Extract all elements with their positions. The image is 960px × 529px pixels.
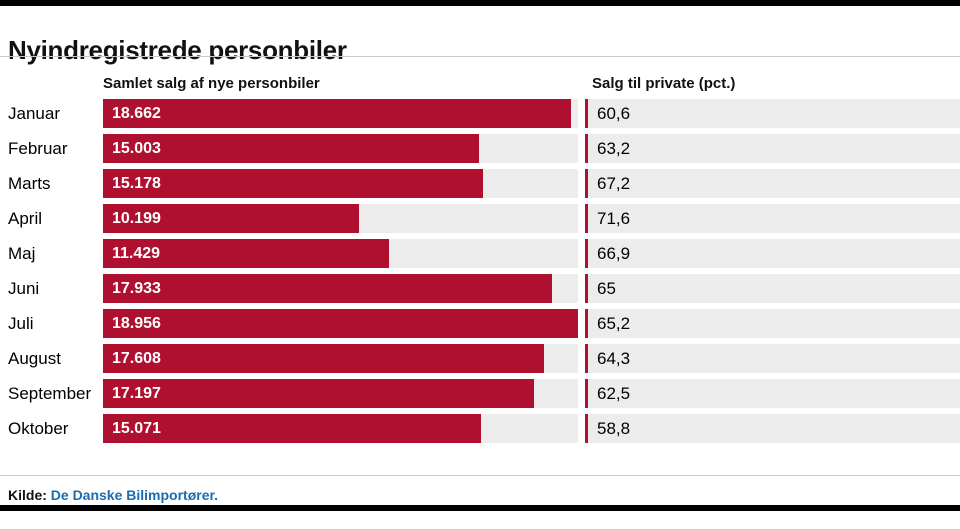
- bar: 17.197: [103, 379, 534, 408]
- month-label: September: [8, 384, 92, 403]
- chart-row: Februar 15.003 63,2: [0, 134, 960, 163]
- bar: 15.003: [103, 134, 479, 163]
- pct-value: 66,9: [597, 244, 631, 263]
- source-line: Kilde: De Danske Bilimportører.: [8, 487, 218, 503]
- source-link[interactable]: De Danske Bilimportører.: [50, 487, 219, 503]
- bar: 15.178: [103, 169, 484, 198]
- left-column-header: Samlet salg af nye personbiler: [103, 75, 320, 92]
- month-label: August: [8, 349, 61, 368]
- bar-value-label: 11.429: [112, 245, 161, 262]
- pct-value: 71,6: [597, 209, 631, 228]
- month-label: Oktober: [8, 419, 69, 438]
- pct-cell: 67,2: [585, 169, 960, 198]
- title-divider: [0, 56, 960, 57]
- bar: 18.662: [103, 99, 571, 128]
- month-label: April: [8, 209, 43, 228]
- chart-row: Juli 18.956 65,2: [0, 309, 960, 338]
- bottom-border-bar: [0, 505, 960, 511]
- pct-value: 67,2: [597, 174, 631, 193]
- bar-value-label: 15.003: [112, 140, 161, 157]
- bar-value-label: 18.662: [112, 105, 161, 122]
- bar-track: 18.662: [103, 99, 578, 128]
- bar: 17.608: [103, 344, 545, 373]
- footer-divider: [0, 475, 960, 476]
- pct-value: 63,2: [597, 139, 631, 158]
- bar-value-label: 17.933: [112, 280, 161, 297]
- chart-row: Oktober 15.071 58,8: [0, 414, 960, 443]
- chart-rows: Januar 18.662 60,6 Februar 15.003 63,2: [0, 99, 960, 449]
- month-label: Februar: [8, 139, 68, 158]
- pct-value: 60,6: [597, 104, 631, 123]
- bar-value-label: 17.608: [112, 350, 161, 367]
- bar-track: 18.956: [103, 309, 578, 338]
- pct-value: 62,5: [597, 384, 631, 403]
- bar: 17.933: [103, 274, 553, 303]
- bar-value-label: 18.956: [112, 315, 161, 332]
- pct-cell: 65,2: [585, 309, 960, 338]
- right-column-header: Salg til private (pct.): [592, 75, 736, 92]
- month-label: Januar: [8, 104, 60, 123]
- page-title: Nyindregistrede personbiler: [8, 35, 347, 66]
- chart-row: Juni 17.933 65: [0, 274, 960, 303]
- bar: 15.071: [103, 414, 481, 443]
- pct-value: 65,2: [597, 314, 631, 333]
- bar-value-label: 15.178: [112, 175, 161, 192]
- bar-value-label: 10.199: [112, 210, 161, 227]
- pct-cell: 66,9: [585, 239, 960, 268]
- bar-value-label: 15.071: [112, 420, 161, 437]
- pct-value: 58,8: [597, 419, 631, 438]
- source-prefix: Kilde:: [8, 487, 47, 503]
- pct-value: 65: [597, 279, 616, 298]
- pct-cell: 71,6: [585, 204, 960, 233]
- month-label: Marts: [8, 174, 51, 193]
- chart-row: Maj 11.429 66,9: [0, 239, 960, 268]
- chart-row: August 17.608 64,3: [0, 344, 960, 373]
- bar-track: 17.197: [103, 379, 578, 408]
- pct-cell: 58,8: [585, 414, 960, 443]
- chart-row: Januar 18.662 60,6: [0, 99, 960, 128]
- chart-row: Marts 15.178 67,2: [0, 169, 960, 198]
- month-label: Maj: [8, 244, 36, 263]
- bar-track: 17.608: [103, 344, 578, 373]
- pct-cell: 60,6: [585, 99, 960, 128]
- pct-cell: 63,2: [585, 134, 960, 163]
- pct-cell: 65: [585, 274, 960, 303]
- pct-cell: 64,3: [585, 344, 960, 373]
- month-label: Juni: [8, 279, 40, 298]
- month-label: Juli: [8, 314, 34, 333]
- bar: 10.199: [103, 204, 359, 233]
- pct-cell: 62,5: [585, 379, 960, 408]
- bar-track: 15.003: [103, 134, 578, 163]
- pct-value: 64,3: [597, 349, 631, 368]
- bar-track: 15.071: [103, 414, 578, 443]
- bar-track: 11.429: [103, 239, 578, 268]
- bar: 18.956: [103, 309, 578, 338]
- bar-track: 10.199: [103, 204, 578, 233]
- bar-track: 15.178: [103, 169, 578, 198]
- top-border-bar: [0, 0, 960, 6]
- chart-row: September 17.197 62,5: [0, 379, 960, 408]
- chart-row: April 10.199 71,6: [0, 204, 960, 233]
- bar: 11.429: [103, 239, 390, 268]
- bar-track: 17.933: [103, 274, 578, 303]
- bar-value-label: 17.197: [112, 385, 161, 402]
